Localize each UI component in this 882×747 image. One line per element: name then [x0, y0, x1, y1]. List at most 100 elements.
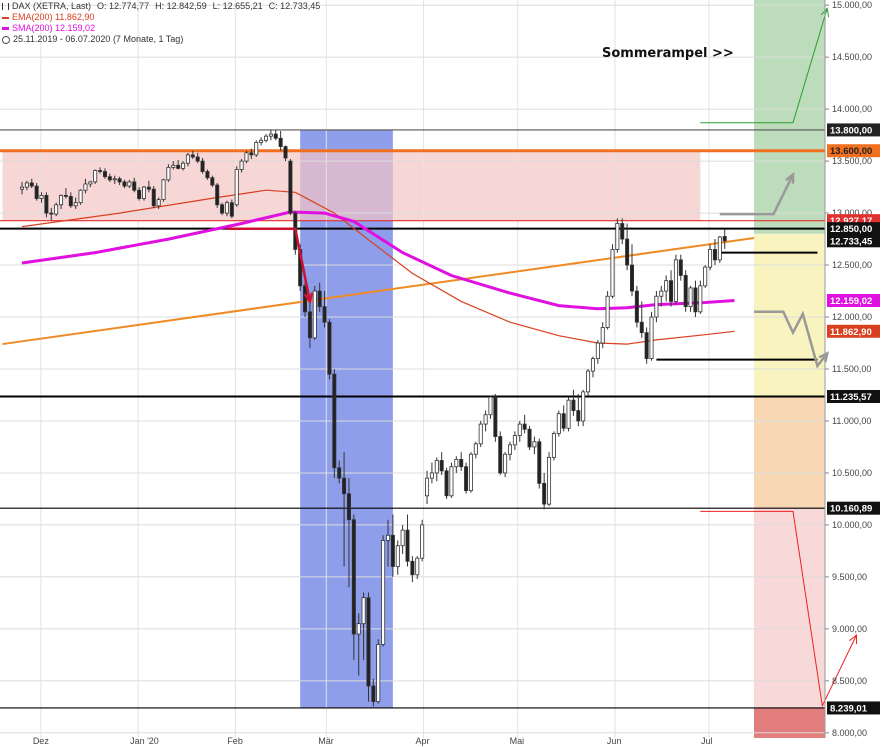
candle-body [273, 133, 278, 139]
candle-body [620, 223, 625, 240]
instrument-name: DAX (XETRA, Last) [12, 1, 92, 11]
candle-body [439, 460, 444, 472]
scenario-arrowhead-green [820, 7, 830, 18]
level-tag: 11.235,57 [830, 392, 872, 403]
candle-body [151, 188, 156, 207]
scenario-path-darkred [227, 227, 312, 302]
candle-body [239, 160, 244, 170]
candle-body [522, 423, 527, 430]
candle-body [254, 142, 259, 156]
candle-body [664, 280, 669, 292]
y-tick-label: 9.000,00 [832, 624, 867, 634]
candle-body [200, 160, 205, 172]
candle-body [93, 170, 98, 183]
ohlc-low: L: 12.655,21 [212, 1, 263, 11]
zone-pink [754, 508, 825, 708]
candle-body [44, 195, 49, 214]
sommerampel-annotation: Sommerampel >> [602, 46, 734, 61]
candle-body [317, 290, 322, 308]
candle-body [24, 182, 29, 188]
candle-body [166, 166, 171, 181]
candle-body [234, 169, 239, 206]
candle-body [395, 545, 400, 567]
candle-body [117, 178, 122, 183]
zone-blue [300, 129, 393, 708]
candle-body [137, 189, 142, 199]
x-tick-label: Dez [33, 736, 50, 746]
candle-body [337, 467, 342, 479]
ohlc-close: C: 12.733,45 [268, 1, 321, 11]
candle-body [425, 477, 430, 497]
candle-body [307, 311, 312, 339]
candle-body [361, 597, 366, 625]
legend-sma-row: SMA(200) 12.159,02 [2, 23, 326, 34]
y-tick-label: 14.500,00 [832, 52, 872, 62]
candle-body [78, 189, 83, 204]
y-tick-label: 10.000,00 [832, 520, 872, 530]
candle-body [498, 436, 503, 474]
y-tick-label: 14.000,00 [832, 104, 872, 114]
y-tick-label: 9.500,00 [832, 572, 867, 582]
candle-body [356, 623, 361, 635]
candle-body [693, 287, 698, 313]
level-tag-bg [827, 144, 880, 158]
candle-body [468, 453, 473, 492]
candle-body [54, 204, 59, 215]
candle-body [669, 280, 674, 302]
candle-body [478, 423, 483, 445]
candle-body [29, 182, 34, 187]
candle-body [390, 534, 395, 567]
candle-body [512, 435, 517, 446]
y-tick-label: 11.000,00 [832, 416, 871, 426]
candle-body [322, 306, 327, 323]
level-tag-bg [827, 123, 880, 137]
candle-body [688, 287, 693, 308]
y-tick-label: 8.000,00 [832, 728, 867, 738]
level-tag: 13.800,00 [830, 125, 872, 136]
candle-body [259, 139, 264, 143]
x-tick-label: Mai [510, 736, 525, 746]
x-tick-label: Jun [607, 736, 622, 746]
candlestick-series [19, 129, 727, 707]
candle-body [161, 179, 166, 200]
x-tick-label: Jan '20 [130, 736, 159, 746]
candle-body [171, 164, 176, 168]
candle-body [420, 524, 425, 559]
level-tag: 12.927,17 [830, 216, 872, 227]
candle-body [342, 477, 347, 495]
candle-body [434, 460, 439, 474]
candle-body [722, 236, 727, 242]
y-tick-label: 10.500,00 [832, 468, 872, 478]
candle-body [68, 196, 73, 207]
candle-body [590, 358, 595, 372]
zone-orange [754, 396, 825, 509]
y-tick-label: 15.000,00 [832, 0, 872, 10]
scenario-arrowhead-gray [785, 172, 795, 184]
candle-body [459, 459, 464, 468]
candle-body [708, 249, 713, 268]
candle-body [683, 275, 688, 308]
ohlc-open: O: 12.774,77 [97, 1, 150, 11]
candle-body [381, 540, 386, 645]
sma-value-tag: 12.159,02 [830, 296, 872, 307]
candle-body [220, 204, 225, 214]
ema-value-tag: 11.862,90 [830, 327, 872, 338]
level-tag: 13.600,00 [830, 146, 872, 157]
candle-body [263, 135, 268, 141]
candle-body [98, 170, 103, 172]
candle-body [566, 399, 571, 429]
candle-body [224, 202, 229, 214]
candle-body [449, 466, 454, 497]
candle-body [332, 373, 337, 469]
candle-body [532, 441, 537, 448]
candle-body [649, 316, 654, 360]
candle-body [185, 154, 190, 164]
candle-body [503, 453, 508, 474]
current-price-tag: 12.733,45 [830, 236, 873, 247]
candle-body [405, 529, 410, 562]
candle-body [59, 195, 64, 206]
level-tag-bg [827, 701, 880, 715]
candle-body [73, 202, 78, 207]
scenario-path-green [700, 8, 828, 124]
chart-legend: DAX (XETRA, Last) O: 12.774,77 H: 12.842… [2, 1, 326, 45]
